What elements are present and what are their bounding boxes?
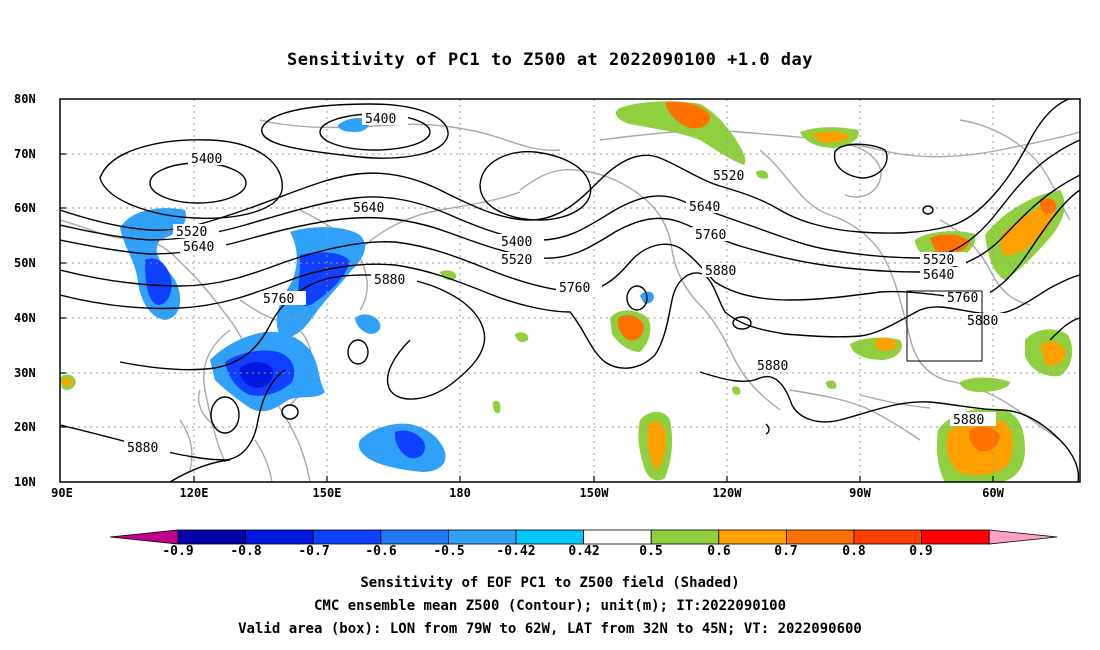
colorbar-label: -0.8	[230, 544, 262, 559]
colorbar-label: 0.5	[639, 544, 663, 559]
lon-label: 90W	[849, 486, 871, 500]
contour-label: 5880	[953, 413, 984, 428]
colorbar-cell	[312, 529, 382, 545]
colorbar-label: 0.8	[842, 544, 866, 559]
colorbar-cell	[921, 529, 990, 545]
gridlines	[60, 99, 1080, 482]
caption-line-3: Valid area (box): LON from 79W to 62W, L…	[238, 621, 862, 637]
contour-label: 5880	[374, 273, 405, 288]
contour-label: 5880	[757, 359, 788, 374]
colorbar-label: -0.42	[496, 544, 536, 559]
lon-label: 120W	[712, 486, 742, 500]
colorbar-cell	[447, 529, 517, 545]
lat-label: 40N	[14, 311, 36, 325]
contour-label: 5640	[183, 240, 214, 255]
colorbar-label: 0.7	[774, 544, 798, 559]
contour-labels: 5400 5400 5400 5520 5520 5520 5520 5640 …	[124, 111, 1010, 456]
lat-label: 10N	[14, 475, 36, 489]
colorbar-cell	[650, 529, 720, 545]
caption-line-2: CMC ensemble mean Z500 (Contour); unit(m…	[313, 598, 786, 614]
lat-label: 50N	[14, 256, 36, 270]
lon-label: 150W	[579, 486, 609, 500]
colorbar-label: 0.42	[568, 544, 600, 559]
sensitivity-map: 5400 5400 5400 5520 5520 5520 5520 5640 …	[59, 98, 1081, 483]
lat-label: 80N	[14, 92, 36, 106]
contour-label: 5760	[947, 291, 978, 306]
lon-label: 120E	[179, 486, 209, 500]
contour-label: 5400	[501, 235, 532, 250]
contour-label: 5640	[353, 201, 384, 216]
contour-label: 5880	[705, 264, 736, 279]
colorbar-label: -0.5	[433, 544, 465, 559]
colorbar-cell	[853, 529, 922, 545]
colorbar-cell	[177, 529, 246, 545]
contour-label: 5880	[967, 314, 998, 329]
contour-label: 5760	[263, 292, 294, 307]
lon-label: 150E	[312, 486, 342, 500]
valid-area-box	[906, 290, 983, 362]
colorbar-cell	[583, 529, 652, 545]
contour-label: 5760	[695, 228, 726, 243]
caption-line-1: Sensitivity of EOF PC1 to Z500 field (Sh…	[360, 575, 740, 591]
contour-label: 5520	[713, 169, 744, 184]
contour-label: 5520	[923, 253, 954, 268]
colorbar-label: -0.7	[298, 544, 330, 559]
negative-sensitivity-shading	[120, 117, 654, 472]
contour-label: 5640	[689, 200, 720, 215]
colorbar	[109, 529, 1058, 545]
map-frame	[59, 98, 1081, 483]
colorbar-cell	[988, 529, 1058, 545]
colorbar-cell	[515, 529, 584, 545]
contour-label: 5520	[176, 225, 207, 240]
colorbar-cell	[786, 529, 855, 545]
lon-label: 90E	[51, 486, 73, 500]
lon-label: 180	[449, 486, 471, 500]
colorbar-cell	[245, 529, 314, 545]
contour-label: 5880	[127, 441, 158, 456]
lat-label: 60N	[14, 201, 36, 215]
colorbar-label: 0.9	[909, 544, 933, 559]
positive-sensitivity-shading	[60, 101, 1073, 482]
contour-label: 5400	[191, 152, 222, 167]
contour-label: 5640	[923, 268, 954, 283]
lon-label: 60W	[982, 486, 1004, 500]
lat-label: 20N	[14, 420, 36, 434]
lat-label: 70N	[14, 147, 36, 161]
map-title: Sensitivity of PC1 to Z500 at 2022090100…	[286, 50, 813, 70]
colorbar-cell	[109, 529, 179, 545]
colorbar-label: 0.6	[707, 544, 731, 559]
colorbar-cell	[718, 529, 787, 545]
lat-label: 30N	[14, 366, 36, 380]
colorbar-label: -0.9	[162, 544, 194, 559]
colorbar-label: -0.6	[365, 544, 397, 559]
colorbar-cell	[380, 529, 449, 545]
contour-label: 5760	[559, 281, 590, 296]
contour-label: 5400	[365, 112, 396, 127]
contour-label: 5520	[501, 253, 532, 268]
